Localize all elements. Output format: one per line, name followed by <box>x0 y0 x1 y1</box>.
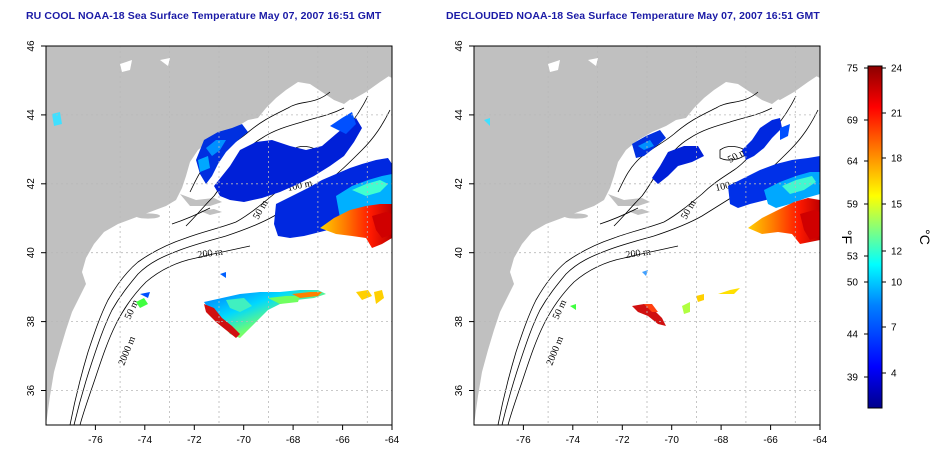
graticule <box>46 46 392 425</box>
fahrenheit-unit-label: °F <box>839 230 855 244</box>
lon-tick: -68 <box>714 435 729 446</box>
colorbar-f-tick: 69 <box>847 116 859 127</box>
map-frame <box>473 45 821 426</box>
colorbar-f-tick: 53 <box>847 252 859 263</box>
colorbar-ramp <box>867 65 883 409</box>
lon-tick: -70 <box>664 435 679 446</box>
colorbar-f-tick: 75 <box>847 64 859 75</box>
longitude-tick-labels: -76 -74 -72 -70 -68 -66 -64 <box>516 435 827 446</box>
lat-tick: 38 <box>454 316 465 328</box>
lon-tick: -64 <box>813 435 828 446</box>
colorbar-f-tick: 50 <box>847 278 859 289</box>
celsius-tick-labels: 24 21 18 15 12 10 7 4 <box>891 64 903 380</box>
colorbar-c-tick: 7 <box>891 323 897 334</box>
nova-scotia-land <box>746 60 820 100</box>
lat-tick: 44 <box>454 109 465 121</box>
lon-tick: -68 <box>286 435 301 446</box>
lat-tick: 42 <box>26 178 37 190</box>
contour-label-200m: 200 m <box>197 247 224 261</box>
colorbar-f-tick: 39 <box>847 373 859 384</box>
lon-tick: -76 <box>88 435 103 446</box>
sst-data-pixels <box>484 118 820 326</box>
colorbar-c-tick: 10 <box>891 278 903 289</box>
sst-data-pixels <box>52 112 392 338</box>
colorbar-c-tick: 21 <box>891 109 903 120</box>
lat-tick: 46 <box>454 40 465 52</box>
contour-label-200m: 200 m <box>625 247 652 261</box>
colorbar-f-tick: 64 <box>847 157 859 168</box>
latitude-tick-labels: 36 38 40 42 44 46 <box>454 40 465 396</box>
lat-tick: 42 <box>454 178 465 190</box>
lon-tick: -66 <box>335 435 350 446</box>
lon-tick: -74 <box>138 435 153 446</box>
colorbar-f-tick: 44 <box>847 330 859 341</box>
longitude-tick-labels: -76 -74 -72 -70 -68 -66 -64 <box>88 435 399 446</box>
lon-tick: -72 <box>615 435 630 446</box>
latitude-tick-labels: 36 38 40 42 44 46 <box>26 40 37 396</box>
colorbar-c-tick: 4 <box>891 369 897 380</box>
left-map-title: RU COOL NOAA-18 Sea Surface Temperature … <box>26 10 382 22</box>
land-mass <box>46 46 392 425</box>
left-sst-map: 50 m 100 m 50 m 200 m 50 m 2000 m <box>26 40 400 446</box>
fahrenheit-tick-labels: 75 69 64 59 53 50 44 39 <box>847 64 859 384</box>
right-map-title: DECLOUDED NOAA-18 Sea Surface Temperatur… <box>446 10 820 22</box>
colorbar-c-tick: 15 <box>891 200 903 211</box>
map-frame <box>45 45 393 426</box>
colorbar-f-tick: 59 <box>847 200 859 211</box>
graticule <box>474 46 820 425</box>
land-mass <box>474 46 820 425</box>
lon-tick: -72 <box>187 435 202 446</box>
lat-tick: 46 <box>26 40 37 52</box>
lon-tick: -76 <box>516 435 531 446</box>
colorbar-c-tick: 12 <box>891 247 903 258</box>
lon-tick: -64 <box>385 435 400 446</box>
right-sst-map: 50 m 100 m 50 m 200 m 50 m 2000 m <box>454 40 828 446</box>
lat-tick: 36 <box>26 385 37 397</box>
lon-tick: -66 <box>763 435 778 446</box>
lat-tick: 40 <box>26 247 37 259</box>
lat-tick: 44 <box>26 109 37 121</box>
celsius-unit-label: °C <box>917 229 933 245</box>
lon-tick: -70 <box>236 435 251 446</box>
lat-tick: 40 <box>454 247 465 259</box>
nova-scotia-land <box>318 60 392 100</box>
lat-tick: 36 <box>454 385 465 397</box>
temperature-colorbar: 75 69 64 59 53 50 44 39 24 21 18 15 12 1… <box>839 64 933 409</box>
colorbar-c-tick: 18 <box>891 154 903 165</box>
colorbar-c-tick: 24 <box>891 64 903 75</box>
lon-tick: -74 <box>566 435 581 446</box>
lat-tick: 38 <box>26 316 37 328</box>
